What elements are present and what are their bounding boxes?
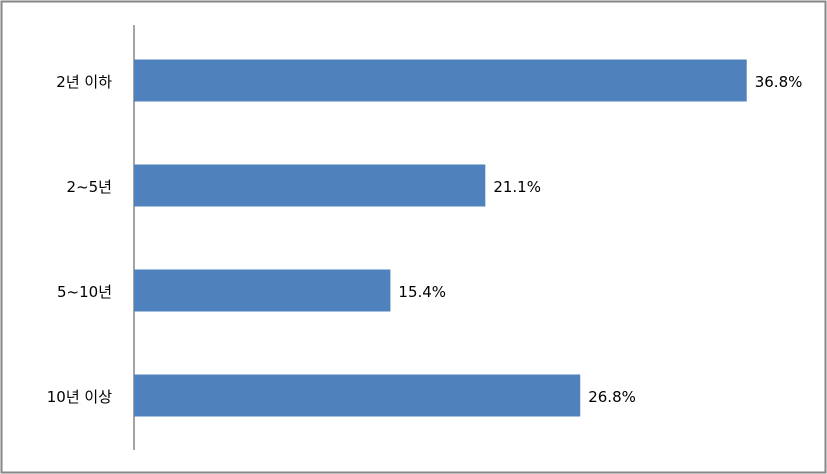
value-label: 26.8% <box>588 388 636 406</box>
y-tick-label: 10년 이상 <box>47 388 112 406</box>
bar <box>134 374 581 417</box>
bar <box>134 59 747 102</box>
bar <box>134 164 486 207</box>
value-label: 36.8% <box>755 73 803 91</box>
value-label: 15.4% <box>398 283 446 301</box>
value-label: 21.1% <box>493 178 541 196</box>
bar <box>134 269 391 312</box>
y-tick-label: 2년 이하 <box>56 73 112 91</box>
y-tick-label: 2~5년 <box>67 178 112 196</box>
y-tick-label: 5~10년 <box>57 283 112 301</box>
